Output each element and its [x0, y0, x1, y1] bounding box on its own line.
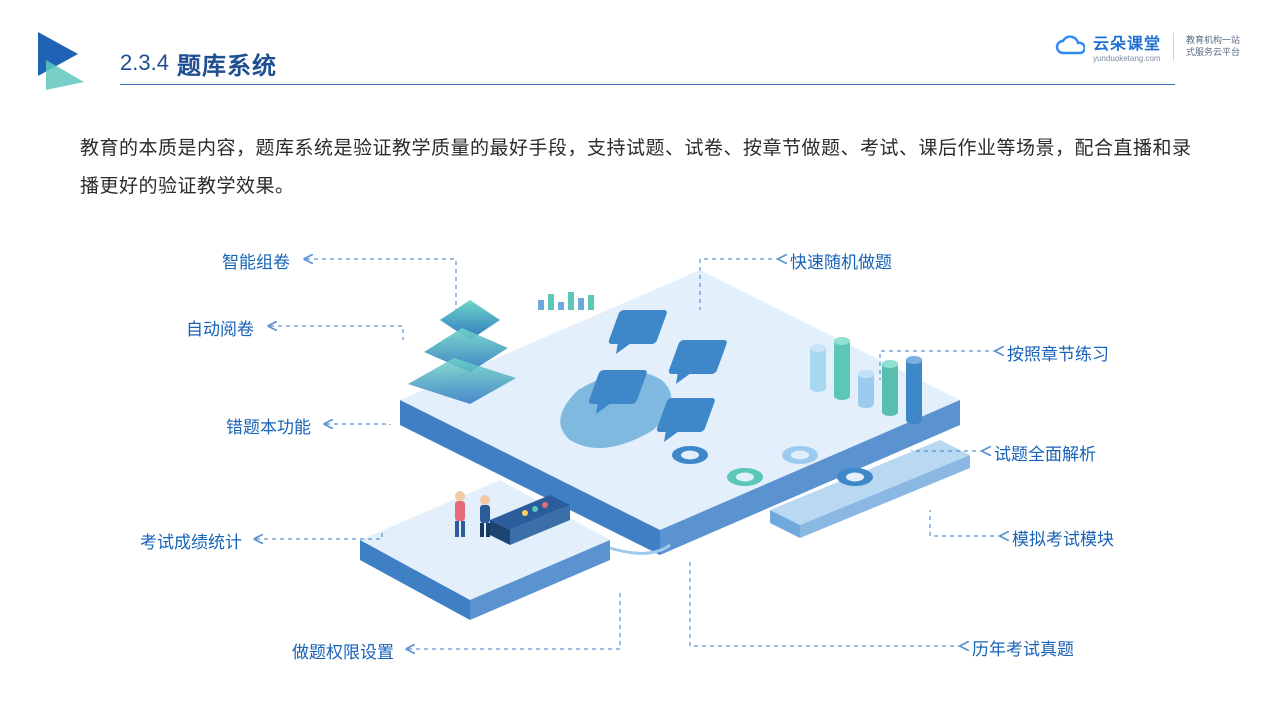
feature-label-score-stats: 考试成绩统计 — [140, 528, 242, 553]
feature-label-mock-exam: 模拟考试模块 — [1012, 525, 1114, 550]
feature-label-smart-paper: 智能组卷 — [222, 248, 290, 273]
feature-label-wrong-book: 错题本功能 — [226, 413, 311, 438]
feature-label-perm-setting: 做题权限设置 — [292, 638, 394, 663]
feature-label-chapter-prac: 按照章节练习 — [1007, 340, 1109, 365]
feature-label-auto-grade: 自动阅卷 — [186, 315, 254, 340]
feature-label-full-analysis: 试题全面解析 — [994, 440, 1096, 465]
feature-label-past-exam: 历年考试真题 — [972, 635, 1074, 660]
feature-label-quick-random: 快速随机做题 — [790, 248, 892, 273]
